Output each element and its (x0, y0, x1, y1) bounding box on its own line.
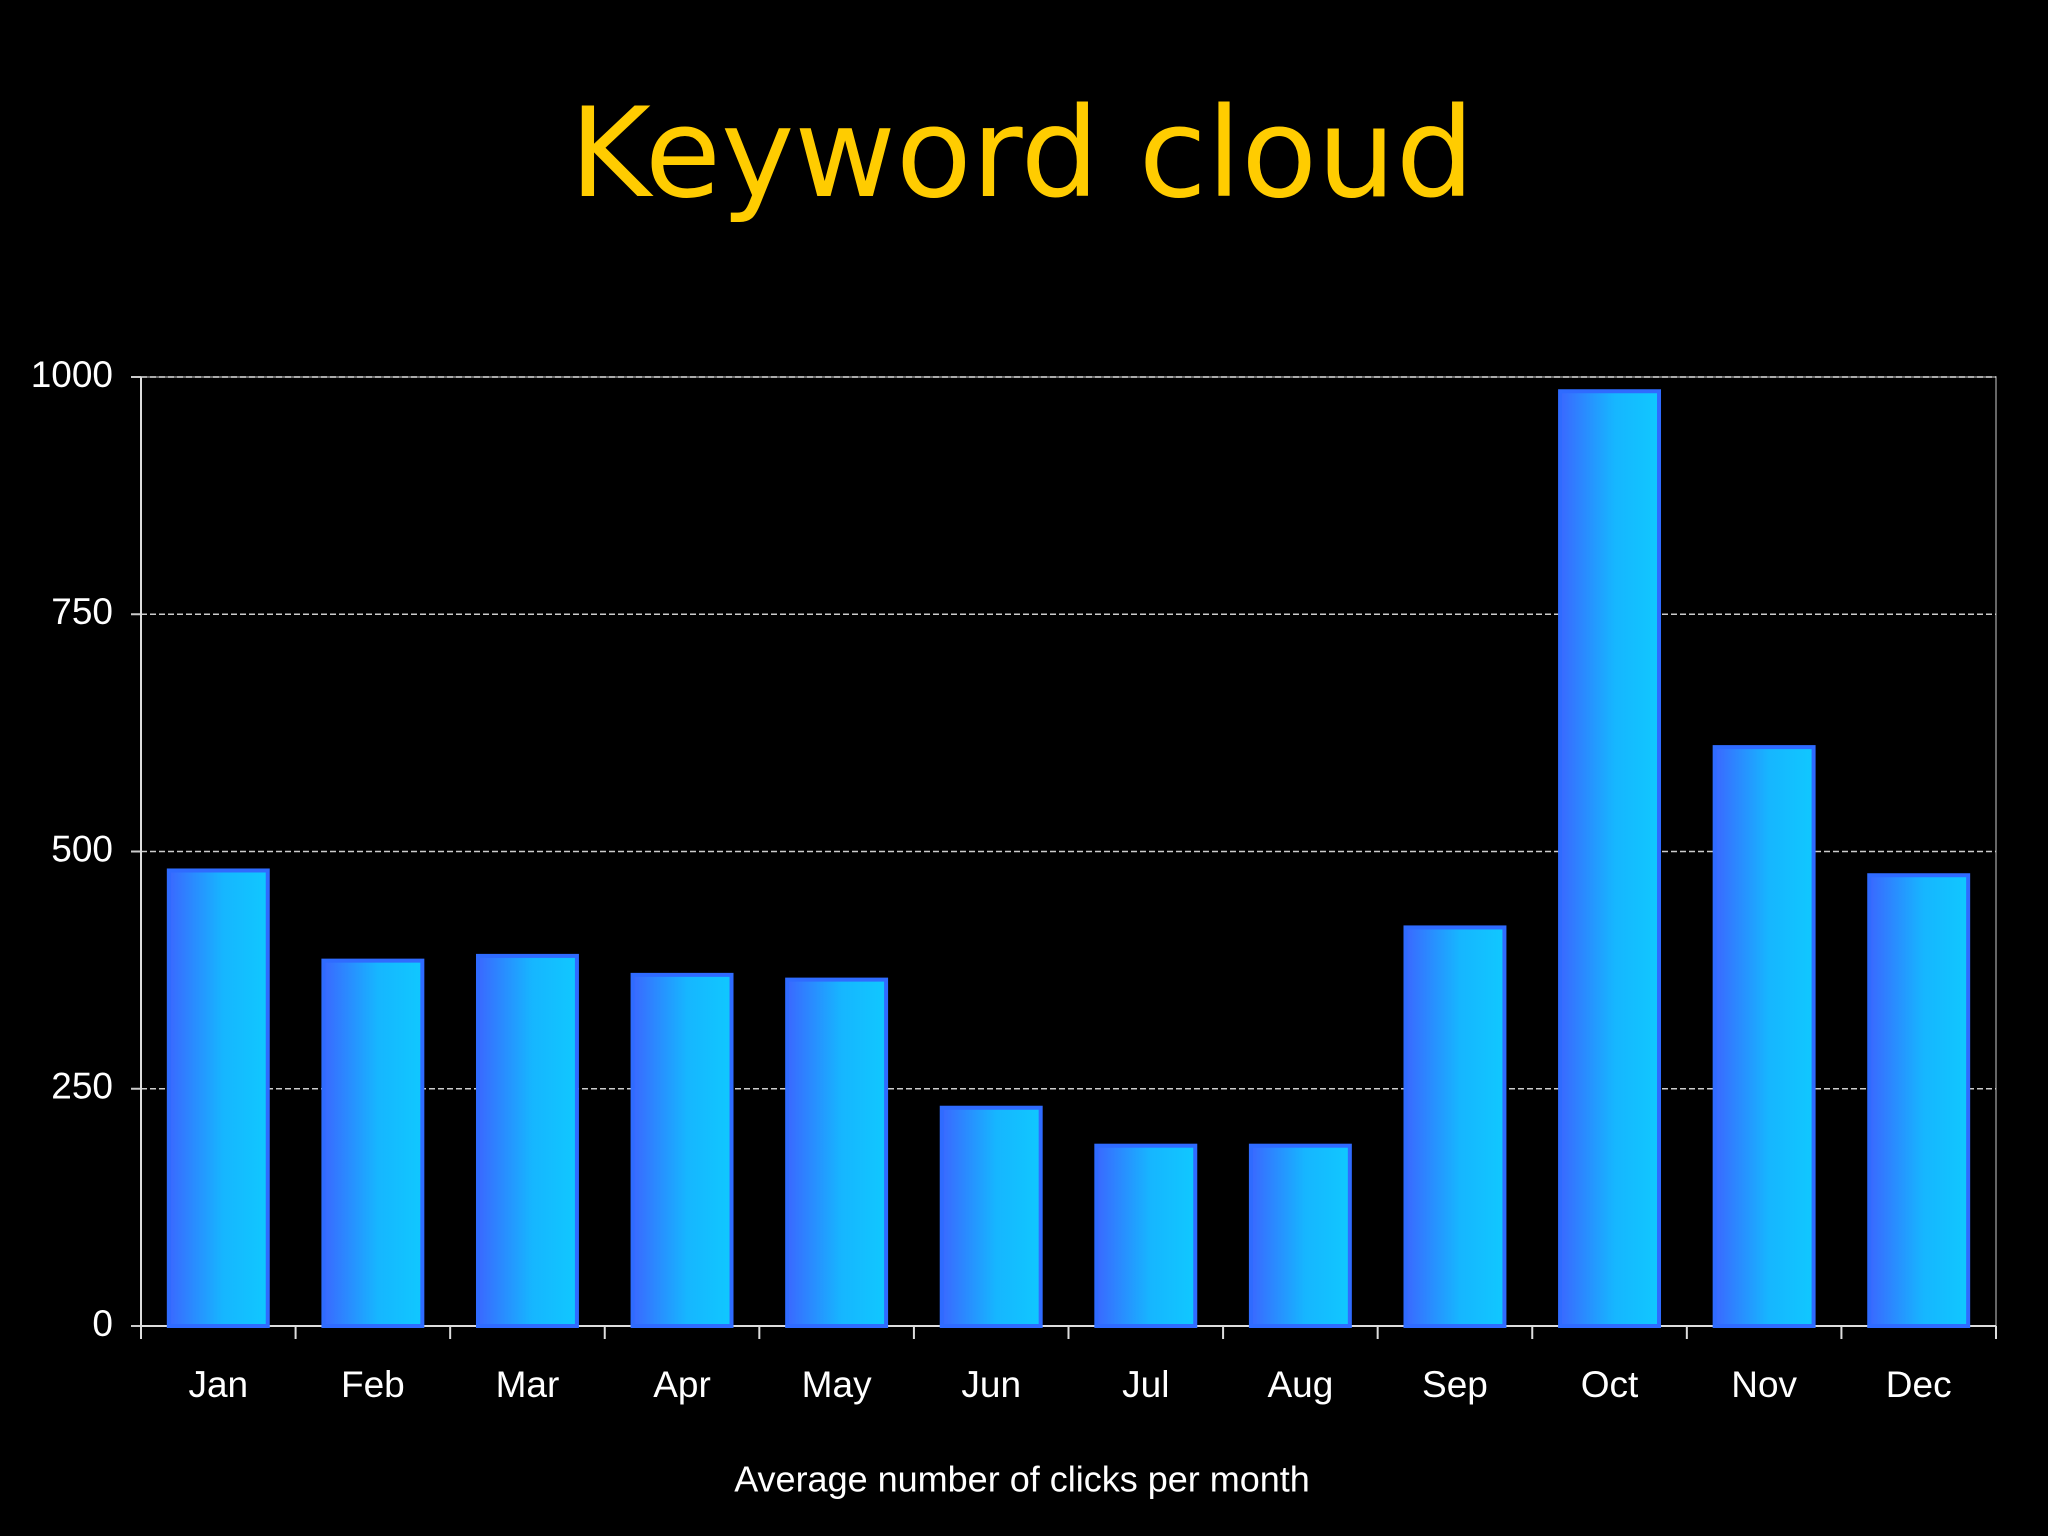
chart-title: Keyword cloud (570, 82, 1475, 226)
x-tick-label: Nov (1731, 1364, 1797, 1405)
x-tick-label: Feb (341, 1364, 405, 1405)
x-tick-label: Jan (188, 1364, 248, 1405)
bar (1867, 873, 1971, 1328)
x-tick-label: Jun (961, 1364, 1021, 1405)
bar (1248, 1143, 1352, 1328)
x-axis-label: Average number of clicks per month (734, 1459, 1310, 1500)
bar (1094, 1143, 1198, 1328)
y-tick-label: 0 (92, 1303, 113, 1344)
bar (939, 1105, 1043, 1328)
x-tick-label: Dec (1886, 1364, 1952, 1405)
bar (1712, 745, 1816, 1328)
bar (785, 977, 889, 1328)
y-tick-label: 1000 (31, 354, 113, 395)
bar (166, 868, 270, 1328)
x-tick-label: Jul (1122, 1364, 1169, 1405)
x-tick-label: Apr (653, 1364, 711, 1405)
y-tick-label: 250 (51, 1066, 113, 1107)
bar (321, 958, 425, 1328)
y-tick-label: 750 (51, 591, 113, 632)
x-tick-label: Oct (1581, 1364, 1639, 1405)
x-tick-label: Sep (1422, 1364, 1488, 1405)
bar (1558, 389, 1662, 1328)
bar (630, 972, 734, 1328)
x-tick-label: May (802, 1364, 872, 1405)
x-tick-label: Aug (1267, 1364, 1333, 1405)
bar (475, 953, 579, 1328)
bar (1403, 925, 1507, 1328)
y-tick-label: 500 (51, 828, 113, 869)
x-tick-label: Mar (496, 1364, 560, 1405)
